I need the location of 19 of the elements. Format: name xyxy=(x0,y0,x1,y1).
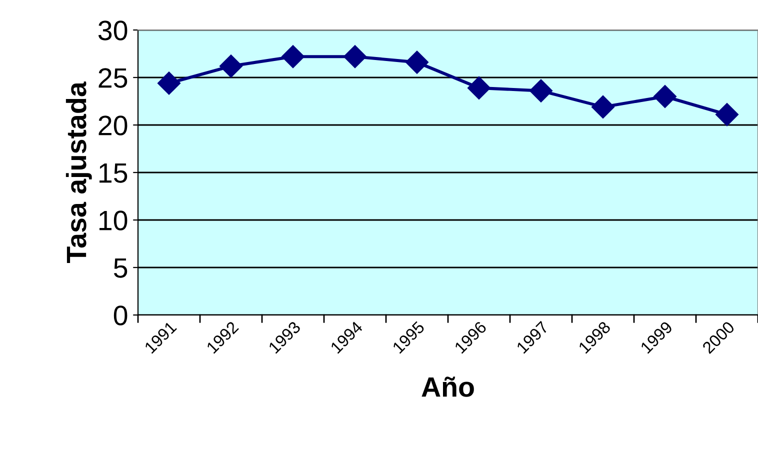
point xyxy=(468,76,490,100)
point xyxy=(654,85,676,108)
y-tick-label: 20 xyxy=(98,116,128,136)
y-tick-label: 15 xyxy=(100,163,128,183)
point xyxy=(530,79,552,102)
point xyxy=(282,45,304,68)
point xyxy=(158,72,180,95)
x-axis-title: Año xyxy=(422,376,474,397)
y-tick-label: 30 xyxy=(98,20,128,40)
y-tick-label: 0 xyxy=(114,306,128,326)
point xyxy=(344,45,366,68)
y-tick-label: 25 xyxy=(98,68,128,88)
y-tick-label: 10 xyxy=(100,210,128,230)
point xyxy=(220,54,242,78)
y-tick-label: 5 xyxy=(114,258,128,278)
y-axis-title: Tasa ajustada xyxy=(66,81,92,264)
point xyxy=(716,103,738,126)
point xyxy=(592,95,614,118)
point xyxy=(406,50,428,74)
